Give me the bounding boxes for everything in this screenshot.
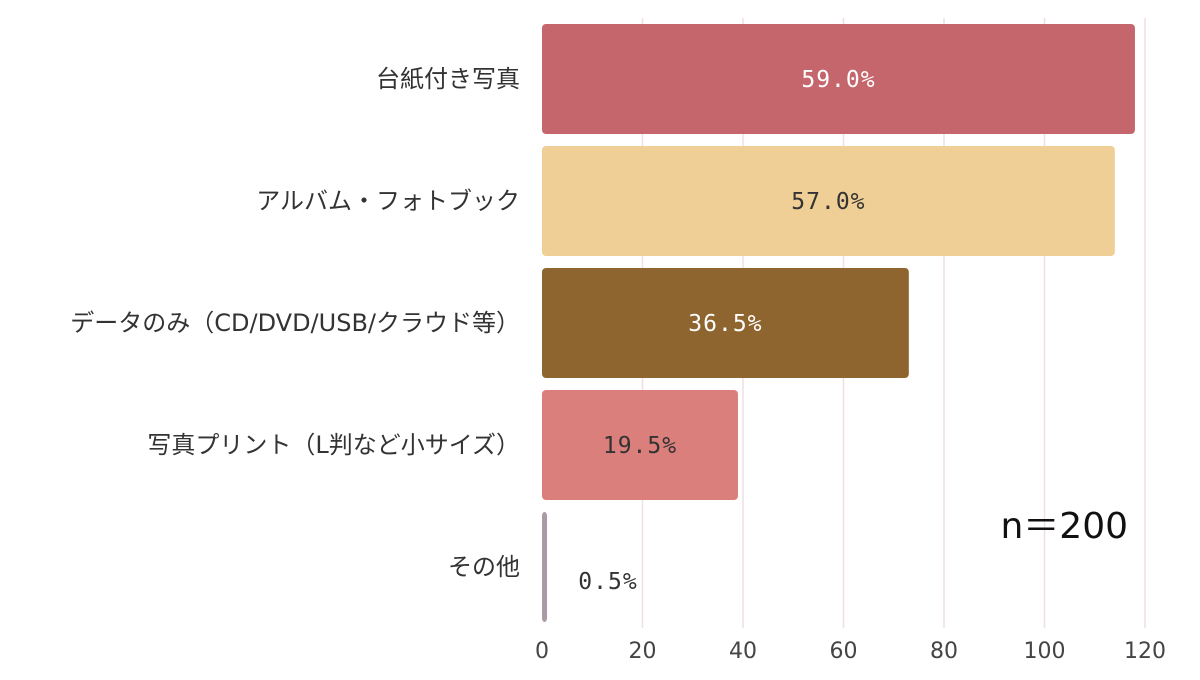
bar	[542, 146, 1115, 256]
x-tick-label: 120	[1124, 639, 1166, 664]
sample-size-annotation: n＝200	[1000, 506, 1128, 547]
data-label: 57.0%	[791, 189, 865, 215]
data-label: 0.5%	[578, 569, 637, 595]
x-tick-label: 80	[930, 639, 958, 664]
data-label: 36.5%	[688, 311, 762, 337]
x-tick-label: 100	[1024, 639, 1066, 664]
category-label: データのみ（CD/DVD/USB/クラウド等）	[70, 309, 520, 337]
x-tick-label: 60	[830, 639, 858, 664]
category-label: アルバム・フォトブック	[256, 187, 520, 215]
x-tick-label: 20	[629, 639, 657, 664]
category-label: 台紙付き写真	[376, 65, 520, 93]
data-label: 19.5%	[603, 433, 677, 459]
category-label: その他	[448, 553, 520, 581]
bar	[542, 268, 909, 378]
bar	[542, 512, 548, 622]
category-label: 写真プリント（L判など小サイズ）	[147, 431, 520, 459]
data-label: 59.0%	[801, 67, 875, 93]
bar	[542, 390, 738, 500]
x-tick-label: 40	[729, 639, 757, 664]
x-tick-label: 0	[535, 639, 549, 664]
bar	[542, 24, 1135, 134]
